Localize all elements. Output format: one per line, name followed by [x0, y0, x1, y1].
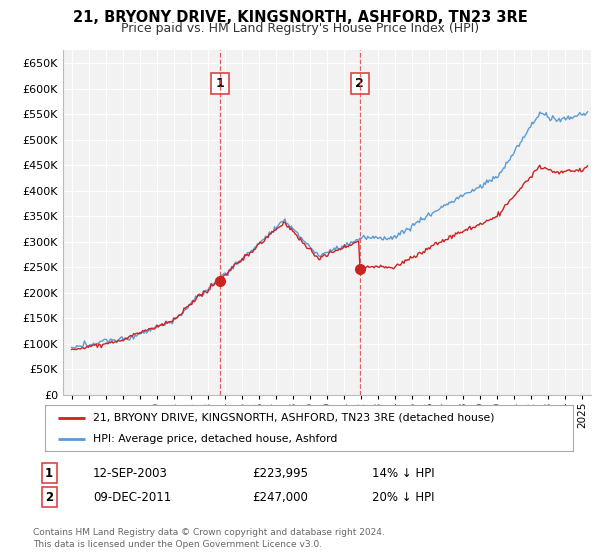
Text: Contains HM Land Registry data © Crown copyright and database right 2024.
This d: Contains HM Land Registry data © Crown c…	[33, 528, 385, 549]
Text: 2: 2	[45, 491, 53, 504]
Text: £223,995: £223,995	[252, 466, 308, 480]
Text: 12-SEP-2003: 12-SEP-2003	[93, 466, 168, 480]
Text: 1: 1	[215, 77, 224, 90]
Text: 14% ↓ HPI: 14% ↓ HPI	[372, 466, 434, 480]
Text: 21, BRYONY DRIVE, KINGSNORTH, ASHFORD, TN23 3RE (detached house): 21, BRYONY DRIVE, KINGSNORTH, ASHFORD, T…	[92, 413, 494, 423]
Text: 20% ↓ HPI: 20% ↓ HPI	[372, 491, 434, 504]
Text: HPI: Average price, detached house, Ashford: HPI: Average price, detached house, Ashf…	[92, 435, 337, 444]
Text: 21, BRYONY DRIVE, KINGSNORTH, ASHFORD, TN23 3RE: 21, BRYONY DRIVE, KINGSNORTH, ASHFORD, T…	[73, 10, 527, 25]
Text: 1: 1	[45, 466, 53, 480]
Text: 09-DEC-2011: 09-DEC-2011	[93, 491, 171, 504]
Text: Price paid vs. HM Land Registry's House Price Index (HPI): Price paid vs. HM Land Registry's House …	[121, 22, 479, 35]
Text: 2: 2	[355, 77, 364, 90]
Text: £247,000: £247,000	[252, 491, 308, 504]
